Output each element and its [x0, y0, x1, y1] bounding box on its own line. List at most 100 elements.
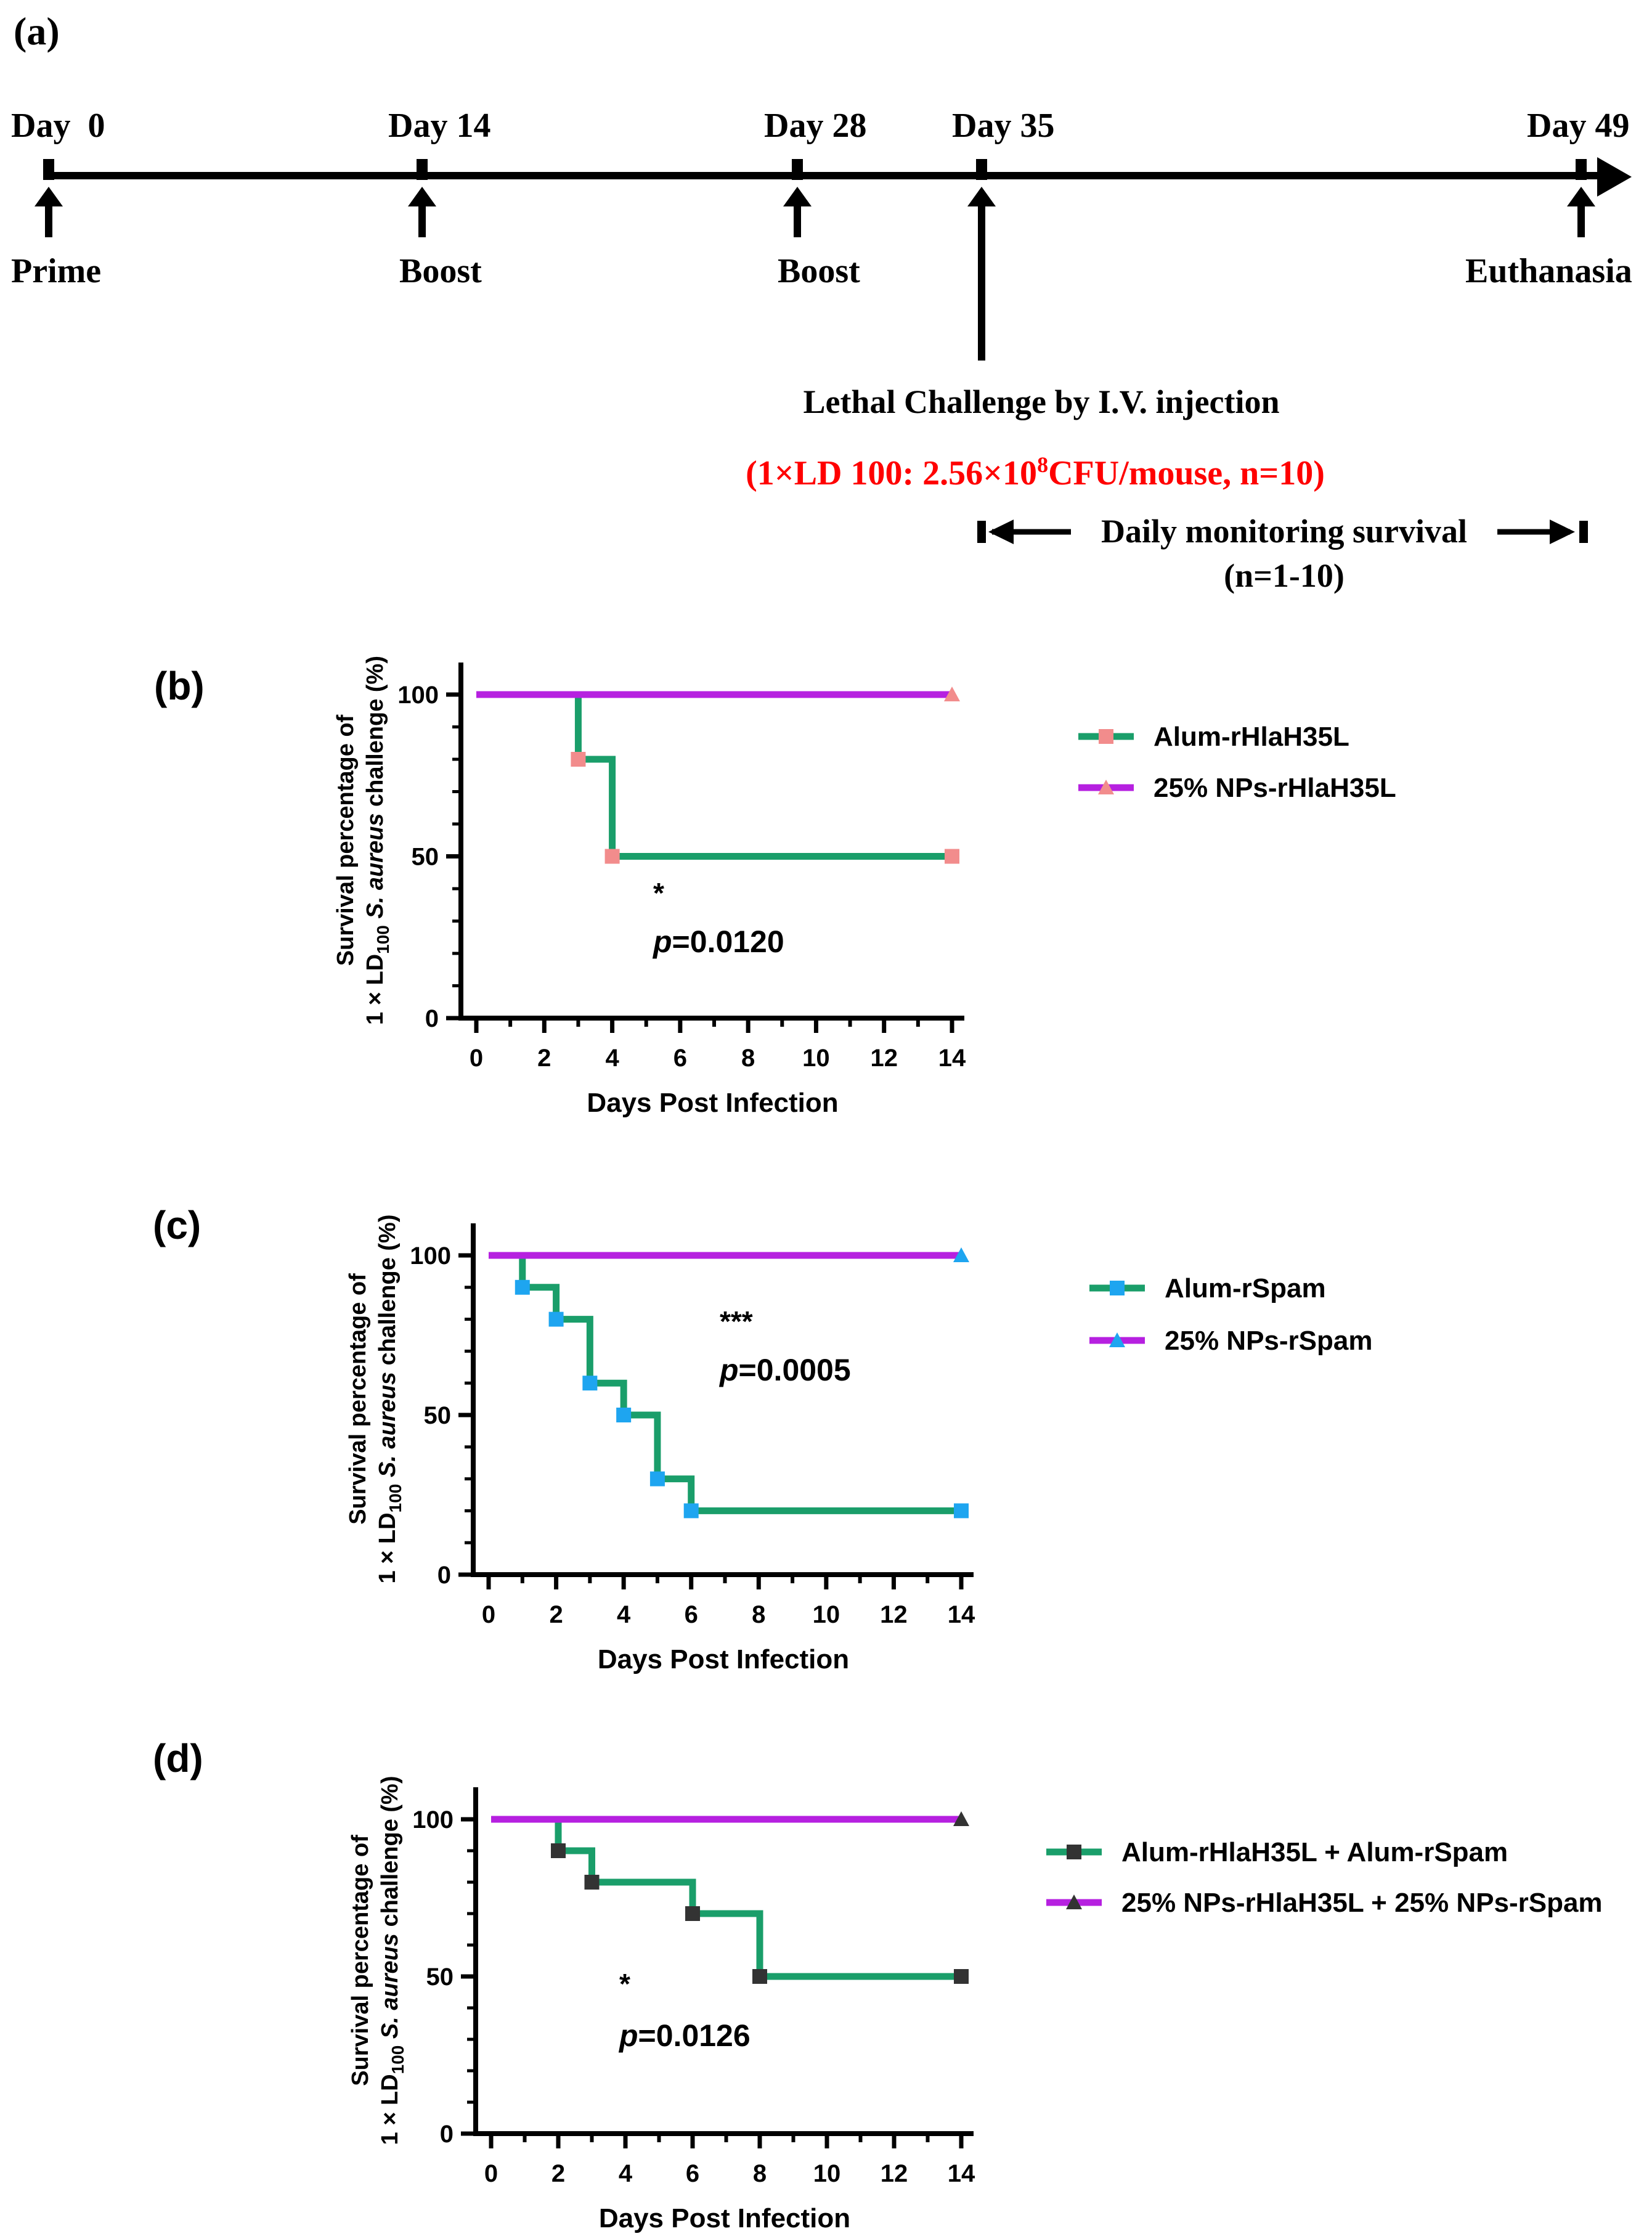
chart-d-series-1-point — [752, 1969, 767, 1984]
chart-b-x-tick-label: 4 — [605, 1045, 619, 1072]
up-arrow-icon — [35, 187, 63, 206]
chart-b-series-2-point — [944, 687, 960, 701]
chart-b-x-tick-label: 8 — [741, 1045, 755, 1072]
chart-b-p-number: =0.0120 — [672, 924, 784, 959]
chart-d-legend-marker — [1067, 1845, 1081, 1859]
chart-d-x-tick-label: 12 — [881, 2160, 908, 2187]
up-arrow-icon — [408, 187, 436, 206]
chart-d-panel-label: (d) — [153, 1736, 203, 1780]
chart-b-series-1-point — [945, 849, 959, 864]
chart-b-legend-marker — [1099, 729, 1113, 744]
chart-d-p-number: =0.0126 — [638, 2018, 751, 2053]
event-boost-1: Boost — [399, 252, 482, 290]
chart-b-x-tick-label: 2 — [537, 1045, 551, 1072]
chart-d-series-1-point — [551, 1843, 566, 1858]
day-35-label: Day 35 — [952, 107, 1054, 145]
chart-b-p-italic: p — [652, 924, 672, 959]
chart-c-p-number: =0.0005 — [739, 1353, 851, 1387]
chart-c-panel-label: (c) — [153, 1203, 201, 1247]
chart-d-ylabel-italic: S. aureus — [377, 1933, 403, 2045]
chart-d-p-italic: p — [618, 2018, 638, 2053]
day-0-tick — [43, 159, 54, 180]
chart-d-legend-label: 25% NPs-rHlaH35L + 25% NPs-rSpam — [1121, 1888, 1603, 1918]
day-14-tick — [417, 159, 428, 180]
chart-d-y-tick-label: 0 — [440, 2121, 454, 2148]
chart-d-y-tick-label: 50 — [426, 1964, 454, 1991]
chart-c-series-2-point — [953, 1247, 969, 1262]
chart-d-series-2-point — [953, 1811, 969, 1826]
survival-chart-b: (b) 0 2 4 6 8 10 12 14 0 50 100 Days Post Infection S… — [154, 656, 1396, 1118]
chart-d-series-1-point — [685, 1906, 700, 1921]
chart-b-x-tick-label: 12 — [870, 1045, 898, 1072]
chart-d-ylabel-suffix: challenge (%) — [377, 1776, 403, 1934]
chart-b-y-axis-label-line2: 1 × LD100 S. aureus challenge (%) — [362, 656, 393, 1025]
chart-d-y-axis-label-line1: Survival percentage of — [348, 1835, 373, 2086]
chart-b-y-tick-label: 100 — [397, 682, 439, 709]
chart-d-series-1-point — [584, 1875, 600, 1890]
day-28-tick — [792, 159, 803, 180]
chart-d-y-tick-label: 100 — [412, 1806, 454, 1833]
day-0-label: Day 0 — [11, 107, 105, 145]
panel-a-timeline: (a) Day 0 Prime Day 14 Boost Day 28 Boos… — [11, 9, 1632, 594]
chart-b-y-tick-label: 0 — [425, 1005, 439, 1032]
chart-c-ylabel-italic: S. aureus — [375, 1372, 401, 1484]
chart-b-ylabel-italic: S. aureus — [362, 814, 388, 926]
day-28-label: Day 28 — [764, 107, 866, 145]
survival-chart-c: (c) 0 2 4 6 8 10 12 14 0 50 100 Days Post Infection S… — [153, 1203, 1372, 1674]
chart-d-legend-marker — [1066, 1894, 1082, 1909]
chart-c-legend-label: Alum-rSpam — [1165, 1273, 1326, 1303]
chart-c-legend-label: 25% NPs-rSpam — [1165, 1326, 1372, 1356]
chart-d-x-tick-label: 14 — [948, 2160, 975, 2187]
survival-chart-d: (d) 0 2 4 6 8 10 12 14 0 50 100 Days Post Infection S… — [153, 1736, 1603, 2233]
chart-d-legend-label: Alum-rHlaH35L + Alum-rSpam — [1121, 1837, 1508, 1867]
panel-a-label: (a) — [14, 9, 60, 53]
chart-c-x-tick-label: 2 — [549, 1601, 563, 1628]
chart-c-x-tick-label: 10 — [813, 1601, 840, 1628]
chart-d-series-1-line — [491, 1816, 961, 1980]
chart-c-y-tick-label: 0 — [437, 1562, 451, 1589]
chart-c-legend-marker — [1109, 1332, 1125, 1347]
chart-c-x-tick-label: 8 — [752, 1601, 765, 1628]
up-arrow-icon — [783, 187, 812, 206]
chart-d-x-tick-label: 8 — [753, 2160, 767, 2187]
chart-c-x-tick-label: 6 — [685, 1601, 698, 1628]
chart-c-series-1-point — [649, 1471, 665, 1487]
chart-d-x-tick-label: 2 — [551, 2160, 565, 2187]
chart-b-x-tick-label: 0 — [470, 1045, 483, 1072]
chart-c-p-italic: p — [718, 1353, 739, 1387]
event-prime: Prime — [11, 252, 101, 290]
chart-b-legend-label: 25% NPs-rHlaH35L — [1154, 773, 1396, 803]
chart-c-y-axis-label-line2: 1 × LD100 S. aureus challenge (%) — [375, 1215, 405, 1584]
challenge-detail: (1×LD 100: 2.56×108CFU/mouse, n=10) — [746, 452, 1325, 492]
chart-b-x-axis-label: Days Post Infection — [587, 1088, 838, 1118]
day-14-label: Day 14 — [388, 107, 490, 145]
chart-b-legend-label: Alum-rHlaH35L — [1154, 722, 1349, 752]
chart-c-x-tick-label: 14 — [948, 1601, 975, 1628]
chart-d-y-axis-label-line2: 1 × LD100 S. aureus challenge (%) — [377, 1776, 407, 2145]
chart-d-x-tick-label: 10 — [813, 2160, 841, 2187]
chart-d-x-tick-label: 0 — [484, 2160, 498, 2187]
chart-b-x-tick-label: 6 — [673, 1045, 687, 1072]
chart-c-x-tick-label: 12 — [880, 1601, 908, 1628]
day-49-tick — [1576, 159, 1587, 180]
monitoring-n: (n=1-10) — [1224, 557, 1345, 594]
chart-b-legend-marker — [1098, 780, 1114, 794]
chart-d-ylabel-prefix: 1 × LD — [377, 2074, 403, 2145]
chart-b-series-1-point — [571, 752, 586, 767]
chart-c-y-tick-label: 100 — [410, 1242, 451, 1270]
timeline-day-35: Day 35 — [952, 107, 1054, 361]
event-euthanasia: Euthanasia — [1465, 252, 1632, 290]
chart-b-series-1-line — [476, 691, 952, 860]
chart-c-series-1-point — [683, 1503, 699, 1519]
chart-d-p-value: p=0.0126 — [618, 2018, 751, 2053]
timeline-day-49: Day 49 Euthanasia — [1465, 107, 1632, 290]
day-35-tick — [976, 159, 987, 180]
chart-c-ylabel-sub: 100 — [386, 1484, 405, 1513]
chart-b-x-tick-label: 14 — [938, 1045, 966, 1072]
chart-d-significance-stars: * — [619, 1968, 630, 2000]
chart-c-p-value: p=0.0005 — [718, 1353, 851, 1387]
timeline-day-0: Day 0 Prime — [11, 107, 105, 290]
chart-b-ylabel-prefix: 1 × LD — [362, 954, 388, 1025]
chart-b-y-axis-label-line1: Survival percentage of — [333, 714, 359, 966]
